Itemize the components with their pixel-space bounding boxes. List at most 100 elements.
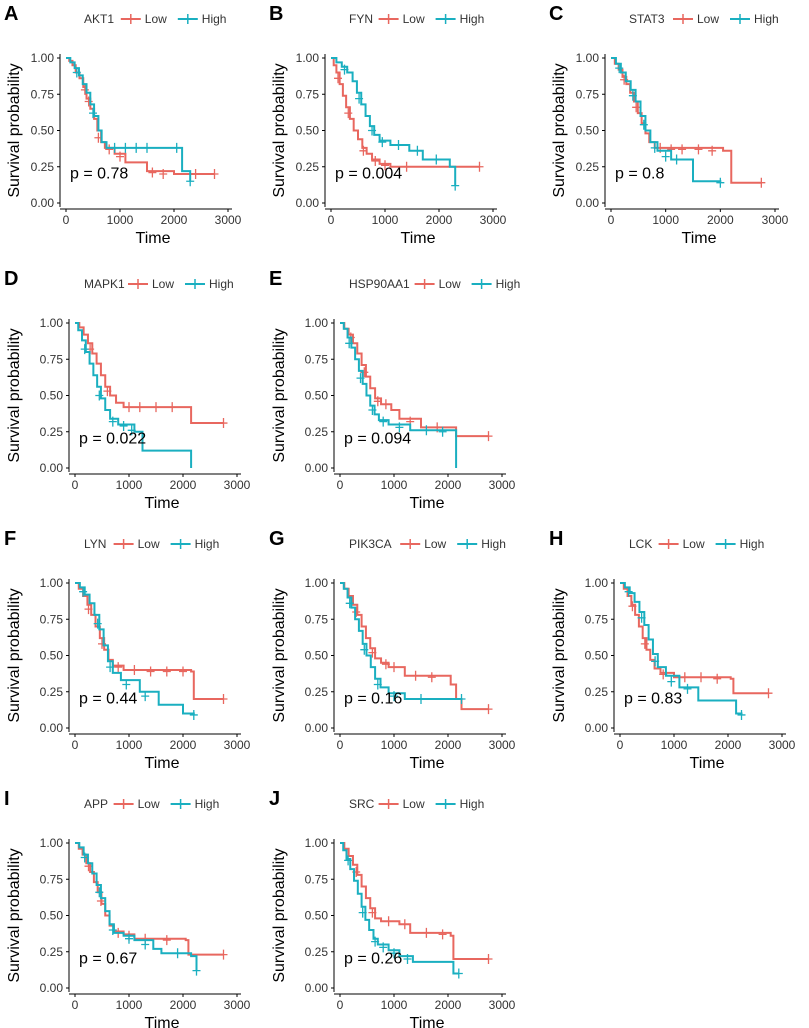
censor-mark-high (189, 709, 198, 720)
legend-label-high: High (754, 12, 779, 26)
legend-label-high: High (481, 537, 506, 551)
panel-label: C (549, 3, 563, 25)
x-tick-label: 2000 (435, 478, 462, 492)
censor-mark-high (80, 344, 89, 355)
x-tick-label: 1000 (381, 478, 408, 492)
censor-mark-high (108, 416, 117, 427)
x-tick-label: 0 (337, 998, 344, 1012)
y-tick-label: 0.75 (585, 612, 609, 626)
censor-mark-low (368, 907, 377, 918)
censor-mark-high (422, 425, 431, 436)
legend-label-low: Low (403, 797, 425, 811)
censor-mark-low (694, 144, 703, 155)
censor-mark-low (191, 169, 200, 179)
panel-label: E (269, 268, 282, 290)
censor-mark-high (356, 373, 365, 384)
y-tick-label: 0.75 (305, 352, 329, 366)
censor-mark-high (390, 691, 398, 702)
km-curve-high (340, 842, 459, 975)
km-panel-f: F LYN Low High Survival probability Time 0.00 0… (4, 528, 251, 772)
censor-mark-high (394, 140, 403, 150)
y-tick-label: 0.25 (305, 945, 329, 959)
x-axis-label: Time (690, 755, 725, 772)
censor-mark-high (615, 63, 624, 74)
y-tick-label: 1.00 (305, 576, 329, 590)
censor-mark-high (141, 691, 150, 702)
y-tick-label: 1.00 (40, 576, 64, 590)
km-curve-high (611, 57, 722, 183)
y-tick-label: 1.00 (31, 51, 55, 65)
censor-mark-low (84, 604, 93, 615)
x-tick-label: 0 (617, 738, 624, 752)
km-curve-high (620, 582, 743, 715)
censor-mark-high (95, 390, 104, 401)
km-curve-low (75, 842, 224, 956)
p-value-label: p = 0.022 (79, 430, 146, 447)
censor-mark-low (400, 919, 409, 930)
x-axis-label: Time (136, 230, 171, 247)
legend-label-low: Low (403, 12, 425, 26)
censor-mark-high (125, 933, 133, 944)
x-axis-label: Time (410, 1015, 445, 1028)
x-tick-label: 1000 (381, 998, 408, 1012)
legend-label-low: Low (439, 277, 461, 291)
censor-mark-low (344, 108, 353, 119)
censor-mark-low (152, 402, 160, 413)
x-axis-label: Time (145, 755, 180, 772)
km-curve-high (331, 57, 457, 186)
x-axis-label: Time (410, 495, 445, 512)
censor-mark-low (484, 954, 493, 964)
y-tick-label: 0.75 (296, 87, 320, 101)
x-tick-label: 3000 (480, 213, 507, 227)
censor-mark-low (381, 399, 390, 410)
censor-mark-high (454, 968, 463, 979)
censor-mark-high (413, 145, 422, 156)
x-tick-label: 2000 (715, 738, 742, 752)
censor-mark-high (345, 598, 354, 609)
legend: PIK3CA Low High (349, 537, 506, 551)
censor-mark-high (628, 90, 637, 101)
y-tick-label: 1.00 (585, 576, 609, 590)
censor-mark-low (475, 161, 484, 172)
censor-mark-high (624, 586, 633, 597)
legend-title: APP (84, 797, 108, 811)
km-curve-low (611, 57, 762, 184)
censor-mark-high (378, 137, 387, 148)
x-tick-label: 3000 (224, 998, 251, 1012)
censor-mark-high (667, 676, 676, 687)
x-tick-label: 1000 (652, 213, 679, 227)
x-tick-label: 0 (72, 478, 79, 492)
legend-label-low: Low (683, 537, 705, 551)
censor-mark-high (379, 416, 388, 427)
y-tick-label: 0.75 (40, 872, 64, 886)
censor-mark-low (708, 145, 717, 156)
x-tick-label: 1000 (107, 213, 134, 227)
censor-mark-high (373, 679, 382, 690)
y-axis-label: Survival probability (271, 328, 288, 462)
y-tick-label: 0.00 (40, 461, 64, 475)
legend-label-low: Low (152, 277, 174, 291)
censor-mark-high (379, 942, 388, 953)
legend-label-high: High (460, 12, 485, 26)
y-tick-label: 0.00 (305, 981, 329, 995)
legend-title: STAT3 (629, 12, 665, 26)
censor-mark-high (358, 907, 367, 918)
y-tick-label: 1.00 (40, 316, 64, 330)
legend-title: HSP90AA1 (349, 277, 410, 291)
censor-mark-low (484, 431, 493, 442)
censor-mark-low (219, 949, 228, 960)
x-tick-label: 3000 (769, 738, 796, 752)
legend-title: SRC (349, 797, 375, 811)
censor-mark-low (411, 670, 420, 681)
km-curve-low (75, 582, 224, 700)
censor-mark-low (135, 402, 144, 413)
legend: APP Low High (84, 797, 219, 811)
censor-mark-low (162, 666, 171, 677)
censor-mark-high (344, 855, 353, 866)
y-tick-label: 1.00 (305, 836, 329, 850)
x-tick-label: 3000 (224, 738, 251, 752)
legend: HSP90AA1 Low High (349, 277, 520, 291)
censor-mark-low (628, 601, 637, 612)
legend-title: LCK (629, 537, 652, 551)
